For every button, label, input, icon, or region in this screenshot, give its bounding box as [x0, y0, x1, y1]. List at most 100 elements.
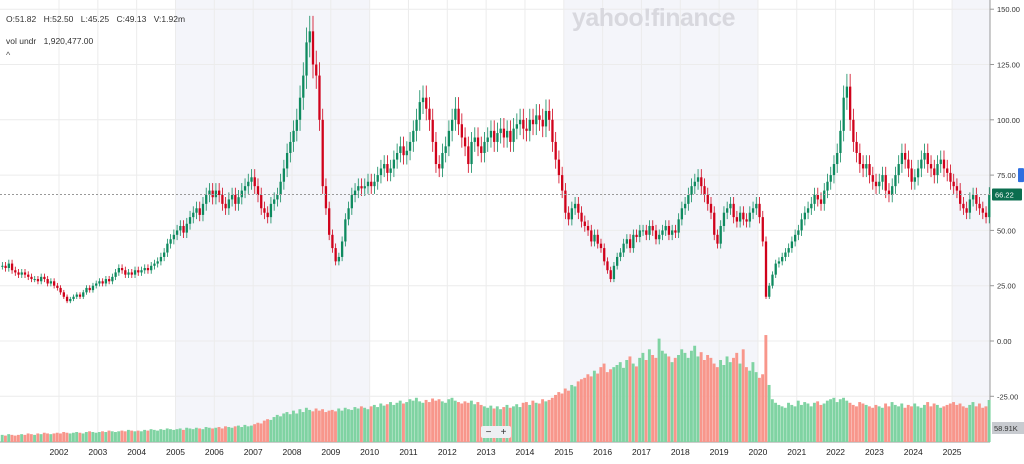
volume-bar — [62, 432, 66, 442]
candle-body — [810, 203, 813, 209]
volume-bar — [952, 402, 955, 442]
volume-bar — [159, 429, 163, 442]
volume-bar — [651, 355, 655, 442]
volume-bar — [855, 406, 858, 442]
candle-body — [635, 234, 638, 238]
candle-body — [693, 181, 696, 187]
candle-body — [852, 119, 855, 142]
candle-body — [82, 292, 85, 297]
candle-body — [292, 130, 295, 142]
volume-bar — [201, 429, 205, 442]
volume-bar — [793, 406, 797, 442]
volume-bar — [379, 403, 383, 442]
volume-bar — [832, 397, 836, 442]
volume-bar — [211, 428, 214, 442]
candle-body — [871, 175, 874, 182]
zoom-in-button[interactable]: + — [500, 426, 507, 438]
volume-bar — [618, 362, 622, 442]
candle-body — [774, 263, 777, 275]
candle-body — [531, 119, 535, 125]
candle-body — [256, 186, 260, 196]
volume-bar — [903, 407, 907, 442]
volume-bar — [897, 406, 900, 442]
volume-bar — [253, 424, 257, 442]
candle-body — [518, 119, 522, 125]
volume-bar — [667, 356, 671, 442]
volume-bar — [589, 376, 593, 442]
candle-body — [62, 292, 65, 297]
candle-body — [515, 124, 519, 129]
candle-body — [65, 296, 69, 302]
volume-bar — [65, 432, 69, 442]
candle-body — [334, 248, 337, 262]
x-tick-label: 2025 — [943, 447, 962, 457]
candle-body — [227, 199, 231, 209]
volume-bar — [327, 410, 331, 442]
candle-body — [781, 256, 784, 262]
candle-body — [609, 270, 612, 280]
candle-body — [240, 190, 243, 198]
candle-body — [735, 217, 739, 222]
volume-bar — [91, 432, 95, 442]
candle-body — [586, 225, 590, 231]
volume-bar — [534, 402, 538, 442]
volume-bar — [59, 433, 62, 442]
candle-body — [745, 219, 748, 222]
candle-body — [438, 164, 441, 169]
volume-bar — [638, 357, 642, 442]
candle-body — [273, 199, 276, 204]
candle-body — [771, 274, 774, 286]
candle-body — [295, 119, 298, 131]
candle-body — [418, 102, 421, 120]
candle-body — [415, 119, 418, 131]
volume-bar — [104, 432, 108, 442]
candle-body — [800, 219, 803, 231]
candle-body — [661, 230, 664, 235]
candle-body — [865, 164, 868, 169]
candle-body — [395, 152, 399, 160]
candle-body — [40, 276, 43, 282]
volume-bar — [570, 384, 574, 442]
candle-body — [965, 208, 968, 213]
volume-bar — [735, 352, 739, 442]
candle-body — [120, 268, 124, 271]
volume-bar — [356, 408, 360, 442]
volume-bar — [291, 410, 295, 442]
x-tick-label: 2017 — [632, 447, 651, 457]
volume-bar — [308, 409, 312, 442]
candle-body — [185, 223, 188, 233]
volume-bar — [191, 429, 195, 442]
volume-bar — [71, 432, 75, 442]
volume-bar — [401, 403, 405, 442]
candle-body — [230, 195, 234, 200]
candle-body — [645, 230, 648, 235]
collapse-legend-button[interactable]: ^ — [6, 50, 11, 60]
candle-body — [722, 212, 726, 226]
volume-bar — [146, 430, 150, 442]
volume-bar — [890, 402, 894, 442]
candle-body — [428, 108, 431, 120]
candle-body — [214, 190, 218, 198]
volume-bar — [576, 381, 580, 442]
candle-body — [978, 203, 981, 209]
volume-bar — [139, 431, 143, 442]
x-tick-label: 2003 — [88, 447, 107, 457]
candle-body — [988, 194, 991, 218]
volume-bar — [502, 407, 506, 442]
zoom-out-button[interactable]: − — [485, 426, 492, 438]
volume-bar — [418, 401, 422, 442]
volume-bar — [790, 404, 794, 442]
candle-body — [483, 141, 486, 153]
volume-bar — [615, 364, 619, 442]
candle-body — [612, 265, 616, 280]
volume-bar — [353, 407, 357, 442]
volume-bar — [266, 419, 269, 442]
candle-body — [211, 190, 214, 198]
volume-bar — [622, 367, 625, 442]
candle-body — [59, 287, 62, 293]
candle-body — [577, 203, 580, 213]
candle-body — [713, 212, 716, 235]
candle-body — [664, 225, 667, 231]
volume-bar — [447, 399, 451, 442]
